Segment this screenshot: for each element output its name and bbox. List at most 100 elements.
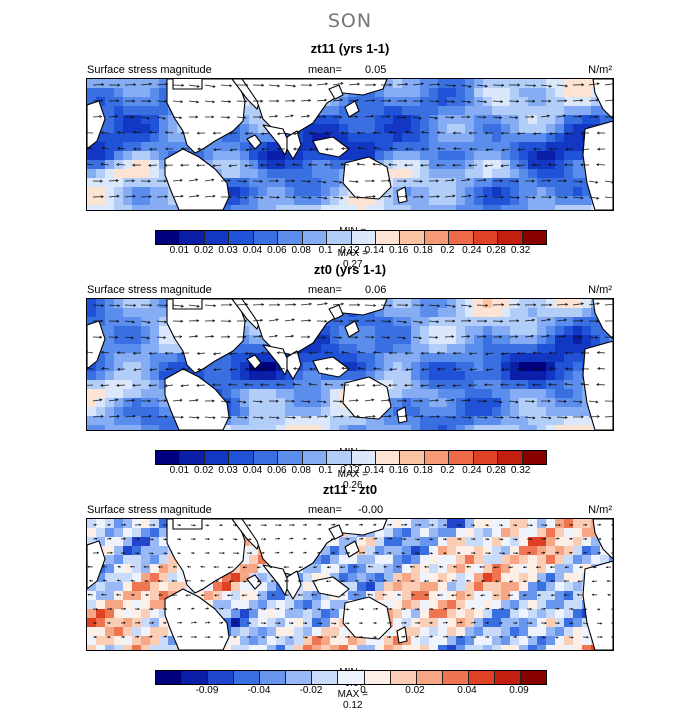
colorbar-swatch [303, 451, 327, 464]
panel-2-map [86, 298, 614, 431]
colorbar-swatch [449, 231, 473, 244]
colorbar-tick-label: 0.08 [292, 245, 311, 256]
panel-3-field-label: Surface stress magnitude [87, 504, 212, 516]
colorbar-swatch [391, 671, 417, 684]
colorbar-swatch [278, 231, 302, 244]
colorbar-swatch [495, 671, 521, 684]
colorbar-swatch [254, 451, 278, 464]
panel-3-map [86, 518, 614, 651]
colorbar-tick-label: 0.2 [441, 245, 455, 256]
colorbar-swatch [229, 451, 253, 464]
colorbar-tick-label: 0.2 [441, 465, 455, 476]
colorbar-swatch [376, 451, 400, 464]
colorbar-swatch [254, 231, 278, 244]
panel-3-title: zt11 - zt0 [0, 482, 700, 497]
panel-1-map [86, 78, 614, 211]
colorbar-tick-label: 0.04 [243, 245, 262, 256]
colorbar-swatch [327, 451, 351, 464]
colorbar-tick-label: 0 [360, 685, 366, 696]
colorbar-tick-label: 0.03 [218, 245, 237, 256]
colorbar-swatch [521, 671, 546, 684]
colorbar-swatch [156, 671, 182, 684]
colorbar-swatch [498, 231, 522, 244]
colorbar-swatch [303, 231, 327, 244]
panel-1-field-label: Surface stress magnitude [87, 64, 212, 76]
colorbar-swatch [417, 671, 443, 684]
panel-1-colorbar [155, 230, 547, 245]
colorbar-tick-label: -0.09 [196, 685, 219, 696]
colorbar-swatch [443, 671, 469, 684]
colorbar-tick-label: 0.14 [365, 465, 384, 476]
panel-2-units: N/m² [512, 284, 612, 296]
colorbar-swatch [156, 231, 180, 244]
colorbar-tick-label: 0.02 [194, 465, 213, 476]
colorbar-swatch [286, 671, 312, 684]
panel-2-title: zt0 (yrs 1-1) [0, 262, 700, 277]
colorbar-tick-label: 0.08 [292, 465, 311, 476]
panel-2-mean-value: 0.06 [365, 284, 386, 296]
panel-3-max-value: 0.12 [343, 700, 362, 711]
colorbar-tick-label: 0.02 [194, 245, 213, 256]
panel-2-field-label: Surface stress magnitude [87, 284, 212, 296]
colorbar-swatch [278, 451, 302, 464]
panel-1-units: N/m² [512, 64, 612, 76]
colorbar-tick-label: 0.12 [340, 245, 359, 256]
colorbar-tick-label: 0.06 [267, 245, 286, 256]
panel-2-mean-label: mean= [308, 284, 342, 296]
colorbar-tick-label: 0.03 [218, 465, 237, 476]
colorbar-swatch [474, 451, 498, 464]
colorbar-tick-label: -0.02 [300, 685, 323, 696]
panel-1-mean-label: mean= [308, 64, 342, 76]
colorbar-tick-label: 0.32 [511, 245, 530, 256]
colorbar-swatch [365, 671, 391, 684]
colorbar-swatch [312, 671, 338, 684]
colorbar-tick-label: 0.16 [389, 245, 408, 256]
colorbar-tick-label: 0.12 [340, 465, 359, 476]
colorbar-swatch [352, 231, 376, 244]
colorbar-swatch [180, 451, 204, 464]
season-title: SON [0, 10, 700, 32]
colorbar-swatch [208, 671, 234, 684]
colorbar-tick-label: 0.01 [170, 465, 189, 476]
colorbar-swatch [338, 671, 364, 684]
colorbar-tick-label: 0.06 [267, 465, 286, 476]
colorbar-tick-label: -0.04 [248, 685, 271, 696]
colorbar-swatch [376, 231, 400, 244]
panel-3-mean-value: -0.00 [358, 504, 383, 516]
colorbar-tick-label: 0.1 [319, 465, 333, 476]
colorbar-swatch [400, 451, 424, 464]
colorbar-tick-label: 0.28 [487, 245, 506, 256]
colorbar-swatch [229, 231, 253, 244]
colorbar-swatch [327, 231, 351, 244]
panel-2-colorbar [155, 450, 547, 465]
colorbar-tick-label: 0.1 [319, 245, 333, 256]
colorbar-tick-label: 0.18 [413, 465, 432, 476]
colorbar-tick-label: 0.32 [511, 465, 530, 476]
colorbar-swatch [260, 671, 286, 684]
panel-1-mean-value: 0.05 [365, 64, 386, 76]
colorbar-swatch [523, 451, 546, 464]
colorbar-tick-label: 0.09 [509, 685, 528, 696]
colorbar-tick-label: 0.14 [365, 245, 384, 256]
colorbar-tick-label: 0.04 [457, 685, 476, 696]
colorbar-swatch [182, 671, 208, 684]
colorbar-swatch [205, 451, 229, 464]
colorbar-swatch [205, 231, 229, 244]
colorbar-swatch [523, 231, 546, 244]
colorbar-tick-label: 0.28 [487, 465, 506, 476]
colorbar-swatch [498, 451, 522, 464]
colorbar-tick-label: 0.18 [413, 245, 432, 256]
colorbar-swatch [449, 451, 473, 464]
colorbar-swatch [400, 231, 424, 244]
colorbar-swatch [474, 231, 498, 244]
panel-1-title: zt11 (yrs 1-1) [0, 41, 700, 56]
colorbar-tick-label: 0.24 [462, 465, 481, 476]
colorbar-swatch [352, 451, 376, 464]
colorbar-swatch [425, 451, 449, 464]
panel-3-units: N/m² [512, 504, 612, 516]
colorbar-swatch [425, 231, 449, 244]
colorbar-swatch [234, 671, 260, 684]
